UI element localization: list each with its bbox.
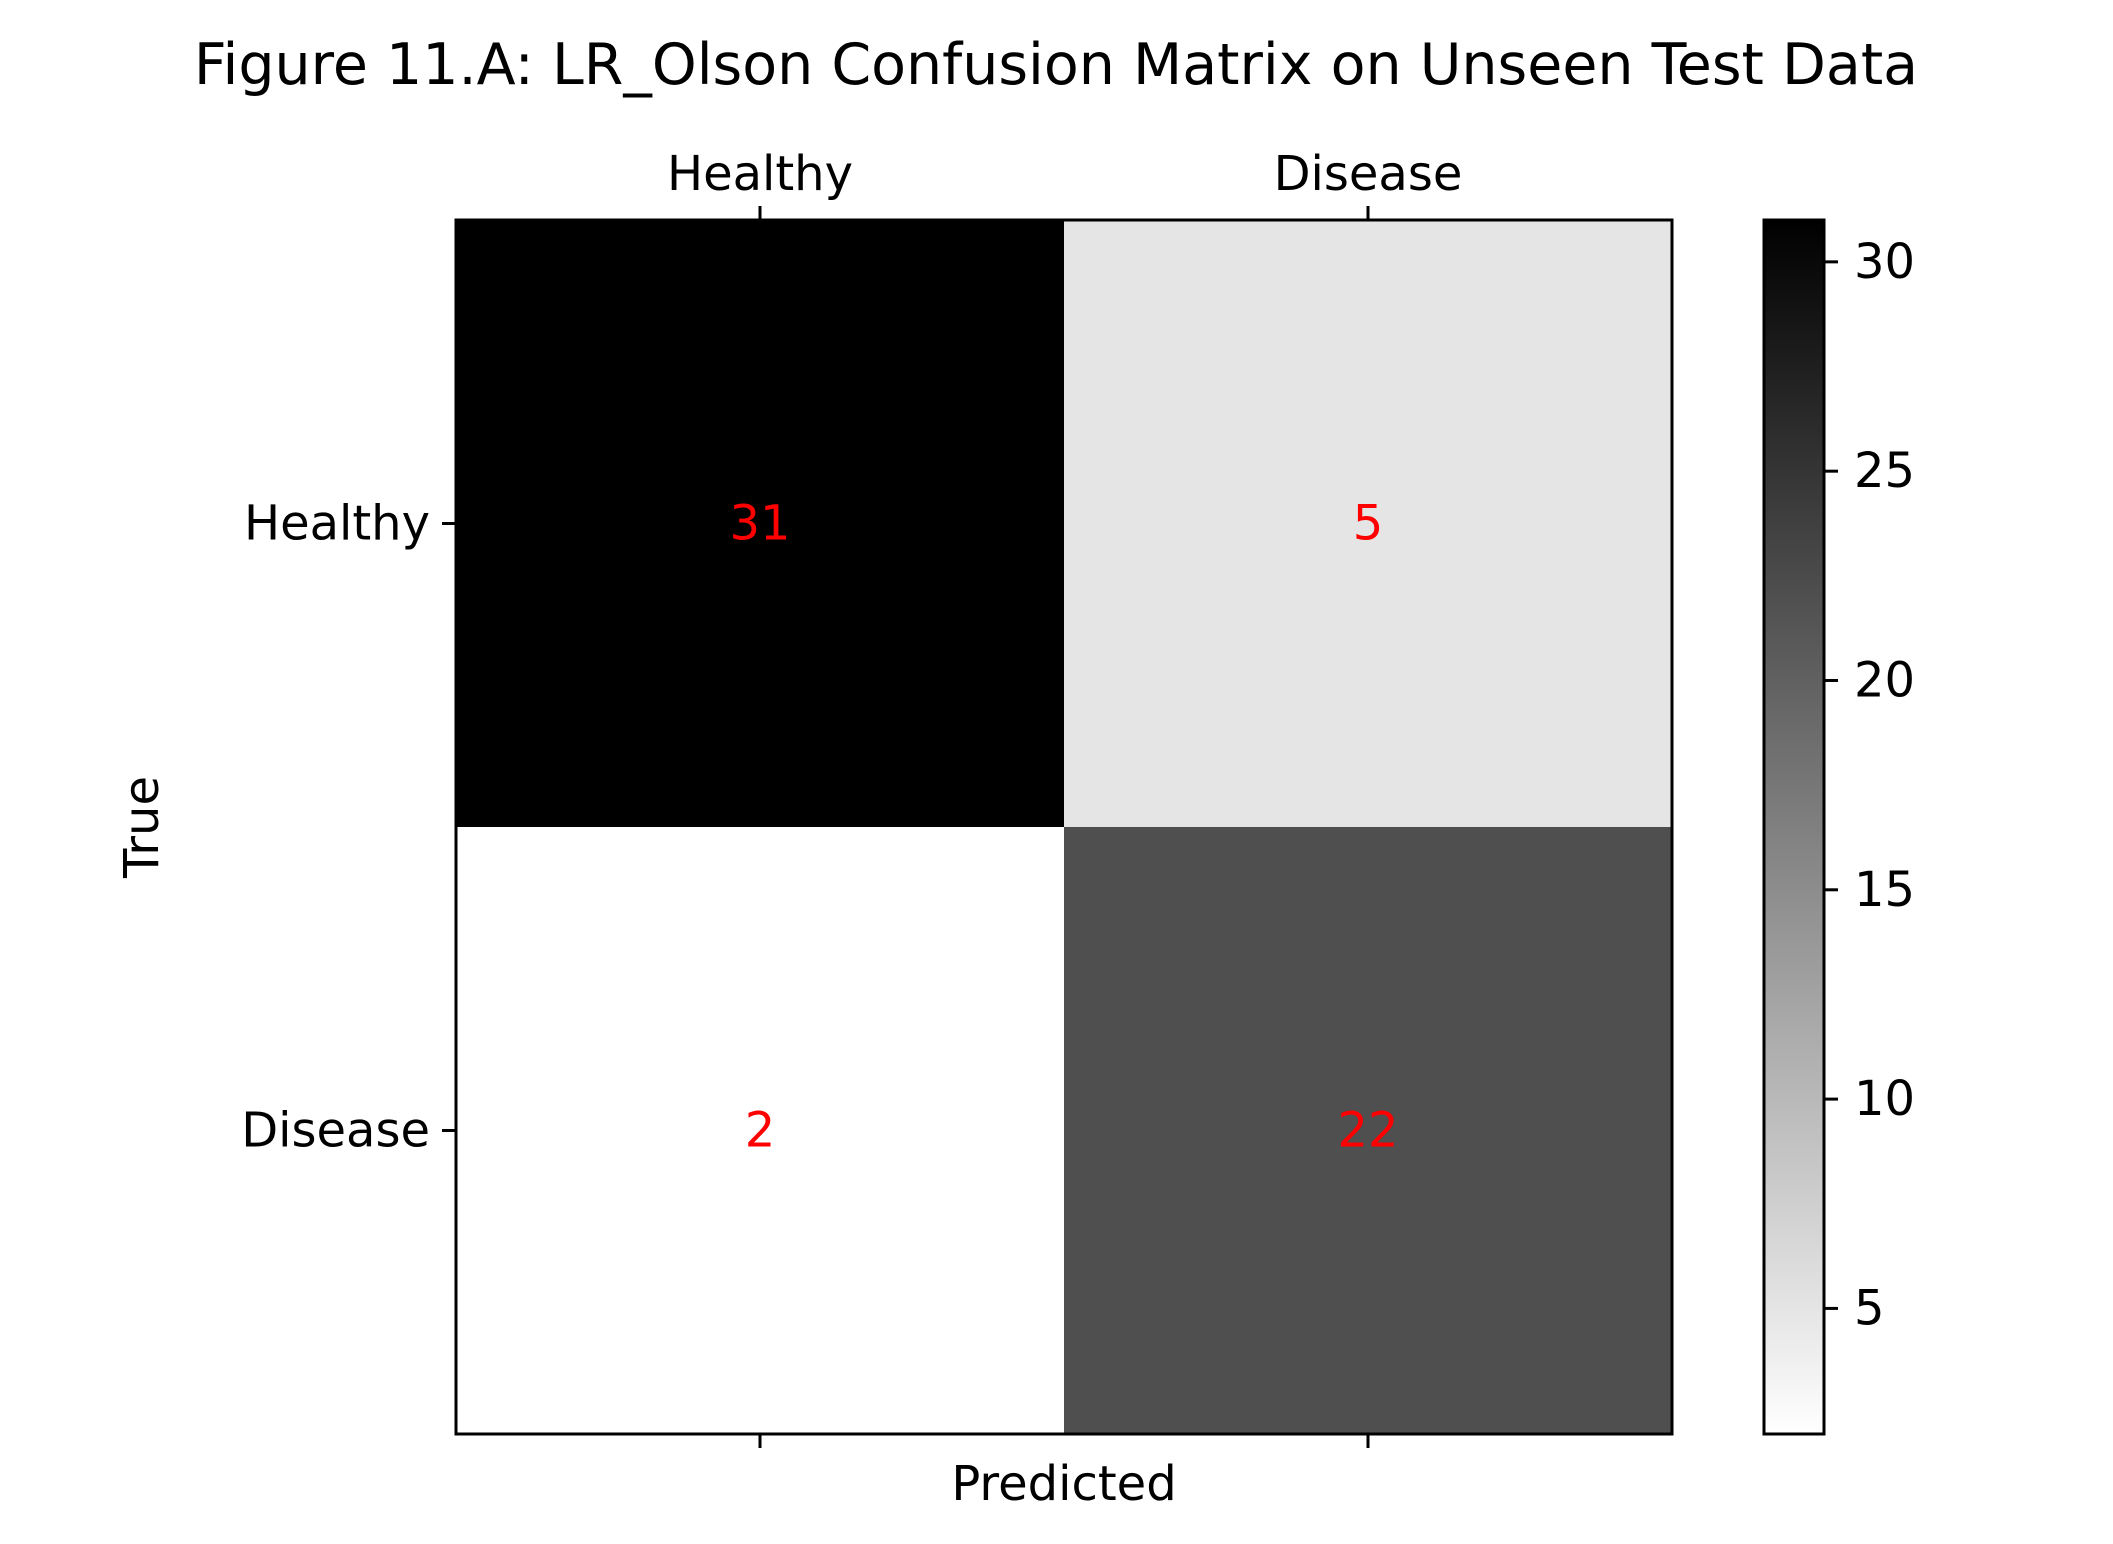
x-tick-label: Disease (1274, 146, 1463, 202)
cell-value-label: 22 (1337, 1103, 1398, 1159)
y-tick-label: Healthy (244, 496, 430, 552)
colorbar-tick-label: 5 (1854, 1280, 1885, 1336)
chart-title: Figure 11.A: LR_Olson Confusion Matrix o… (194, 32, 1918, 98)
colorbar-ticks: 5 10 15 20 25 30 (1824, 234, 1915, 1336)
matrix-cell (1064, 220, 1672, 827)
colorbar-tick-label: 15 (1854, 862, 1915, 918)
cell-value-label: 5 (1353, 496, 1384, 552)
colorbar-tick-label: 25 (1854, 443, 1915, 499)
colorbar-tick-label: 20 (1854, 652, 1915, 708)
matrix-cell (1064, 827, 1672, 1434)
x-axis-label: Predicted (951, 1456, 1176, 1512)
cell-value-label: 2 (745, 1103, 776, 1159)
colorbar-tick-label: 30 (1854, 234, 1915, 290)
y-tick-label: Disease (241, 1103, 430, 1159)
cell-value-label: 31 (729, 496, 790, 552)
matrix-cells: 31 52 22 (456, 220, 1672, 1434)
x-tick-label: Healthy (667, 146, 853, 202)
colorbar-tick-label: 10 (1854, 1071, 1915, 1127)
matrix-ticks: Healthy Disease Healthy Disease (241, 146, 1462, 1448)
matrix-frame (454, 218, 1674, 1436)
colorbar (1762, 218, 1826, 1436)
matrix-cell (456, 827, 1064, 1434)
matrix-cell (456, 220, 1064, 827)
y-axis-label: True (114, 776, 170, 879)
